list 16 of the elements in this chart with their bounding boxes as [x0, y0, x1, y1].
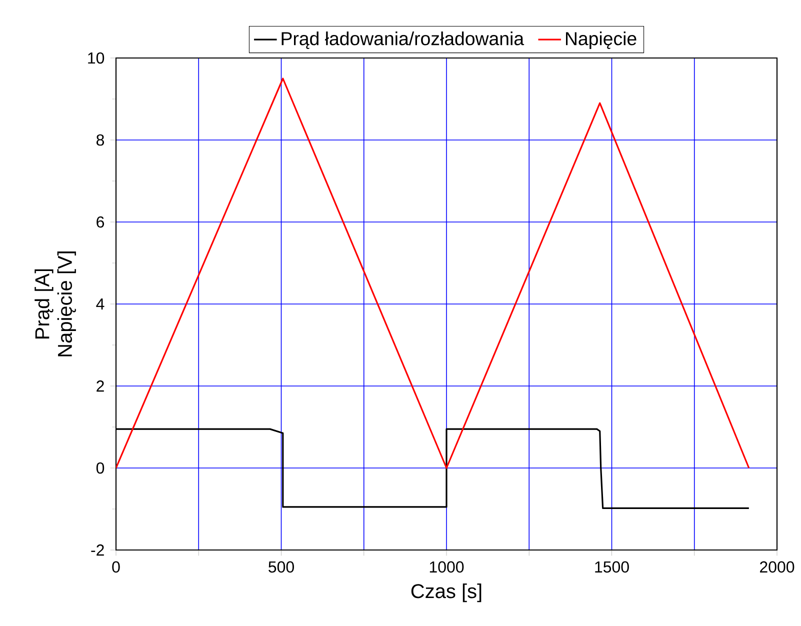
- y-tick-label: 2: [96, 380, 104, 392]
- y-tick-label: 0: [96, 462, 104, 474]
- x-axis-title: Czas [s]: [411, 584, 482, 602]
- y-tick-label: -2: [91, 544, 104, 556]
- x-tick-label: 2000: [760, 561, 794, 573]
- y-tick-label: 4: [96, 298, 104, 310]
- legend-label: Prąd ładowania/rozładowania: [282, 32, 524, 49]
- y-tick-label: 6: [96, 216, 104, 228]
- x-tick-label: 1500: [595, 561, 629, 573]
- x-tick-label: 0: [112, 561, 120, 573]
- y-axis-title: Prąd [A] Napięcie [V]: [34, 252, 76, 356]
- y-tick-label: 10: [88, 52, 104, 64]
- x-tick-label: 500: [268, 561, 294, 573]
- y-tick-label: 8: [96, 134, 104, 146]
- legend-label: Napięcie: [566, 32, 636, 49]
- x-tick-label: 1000: [430, 561, 464, 573]
